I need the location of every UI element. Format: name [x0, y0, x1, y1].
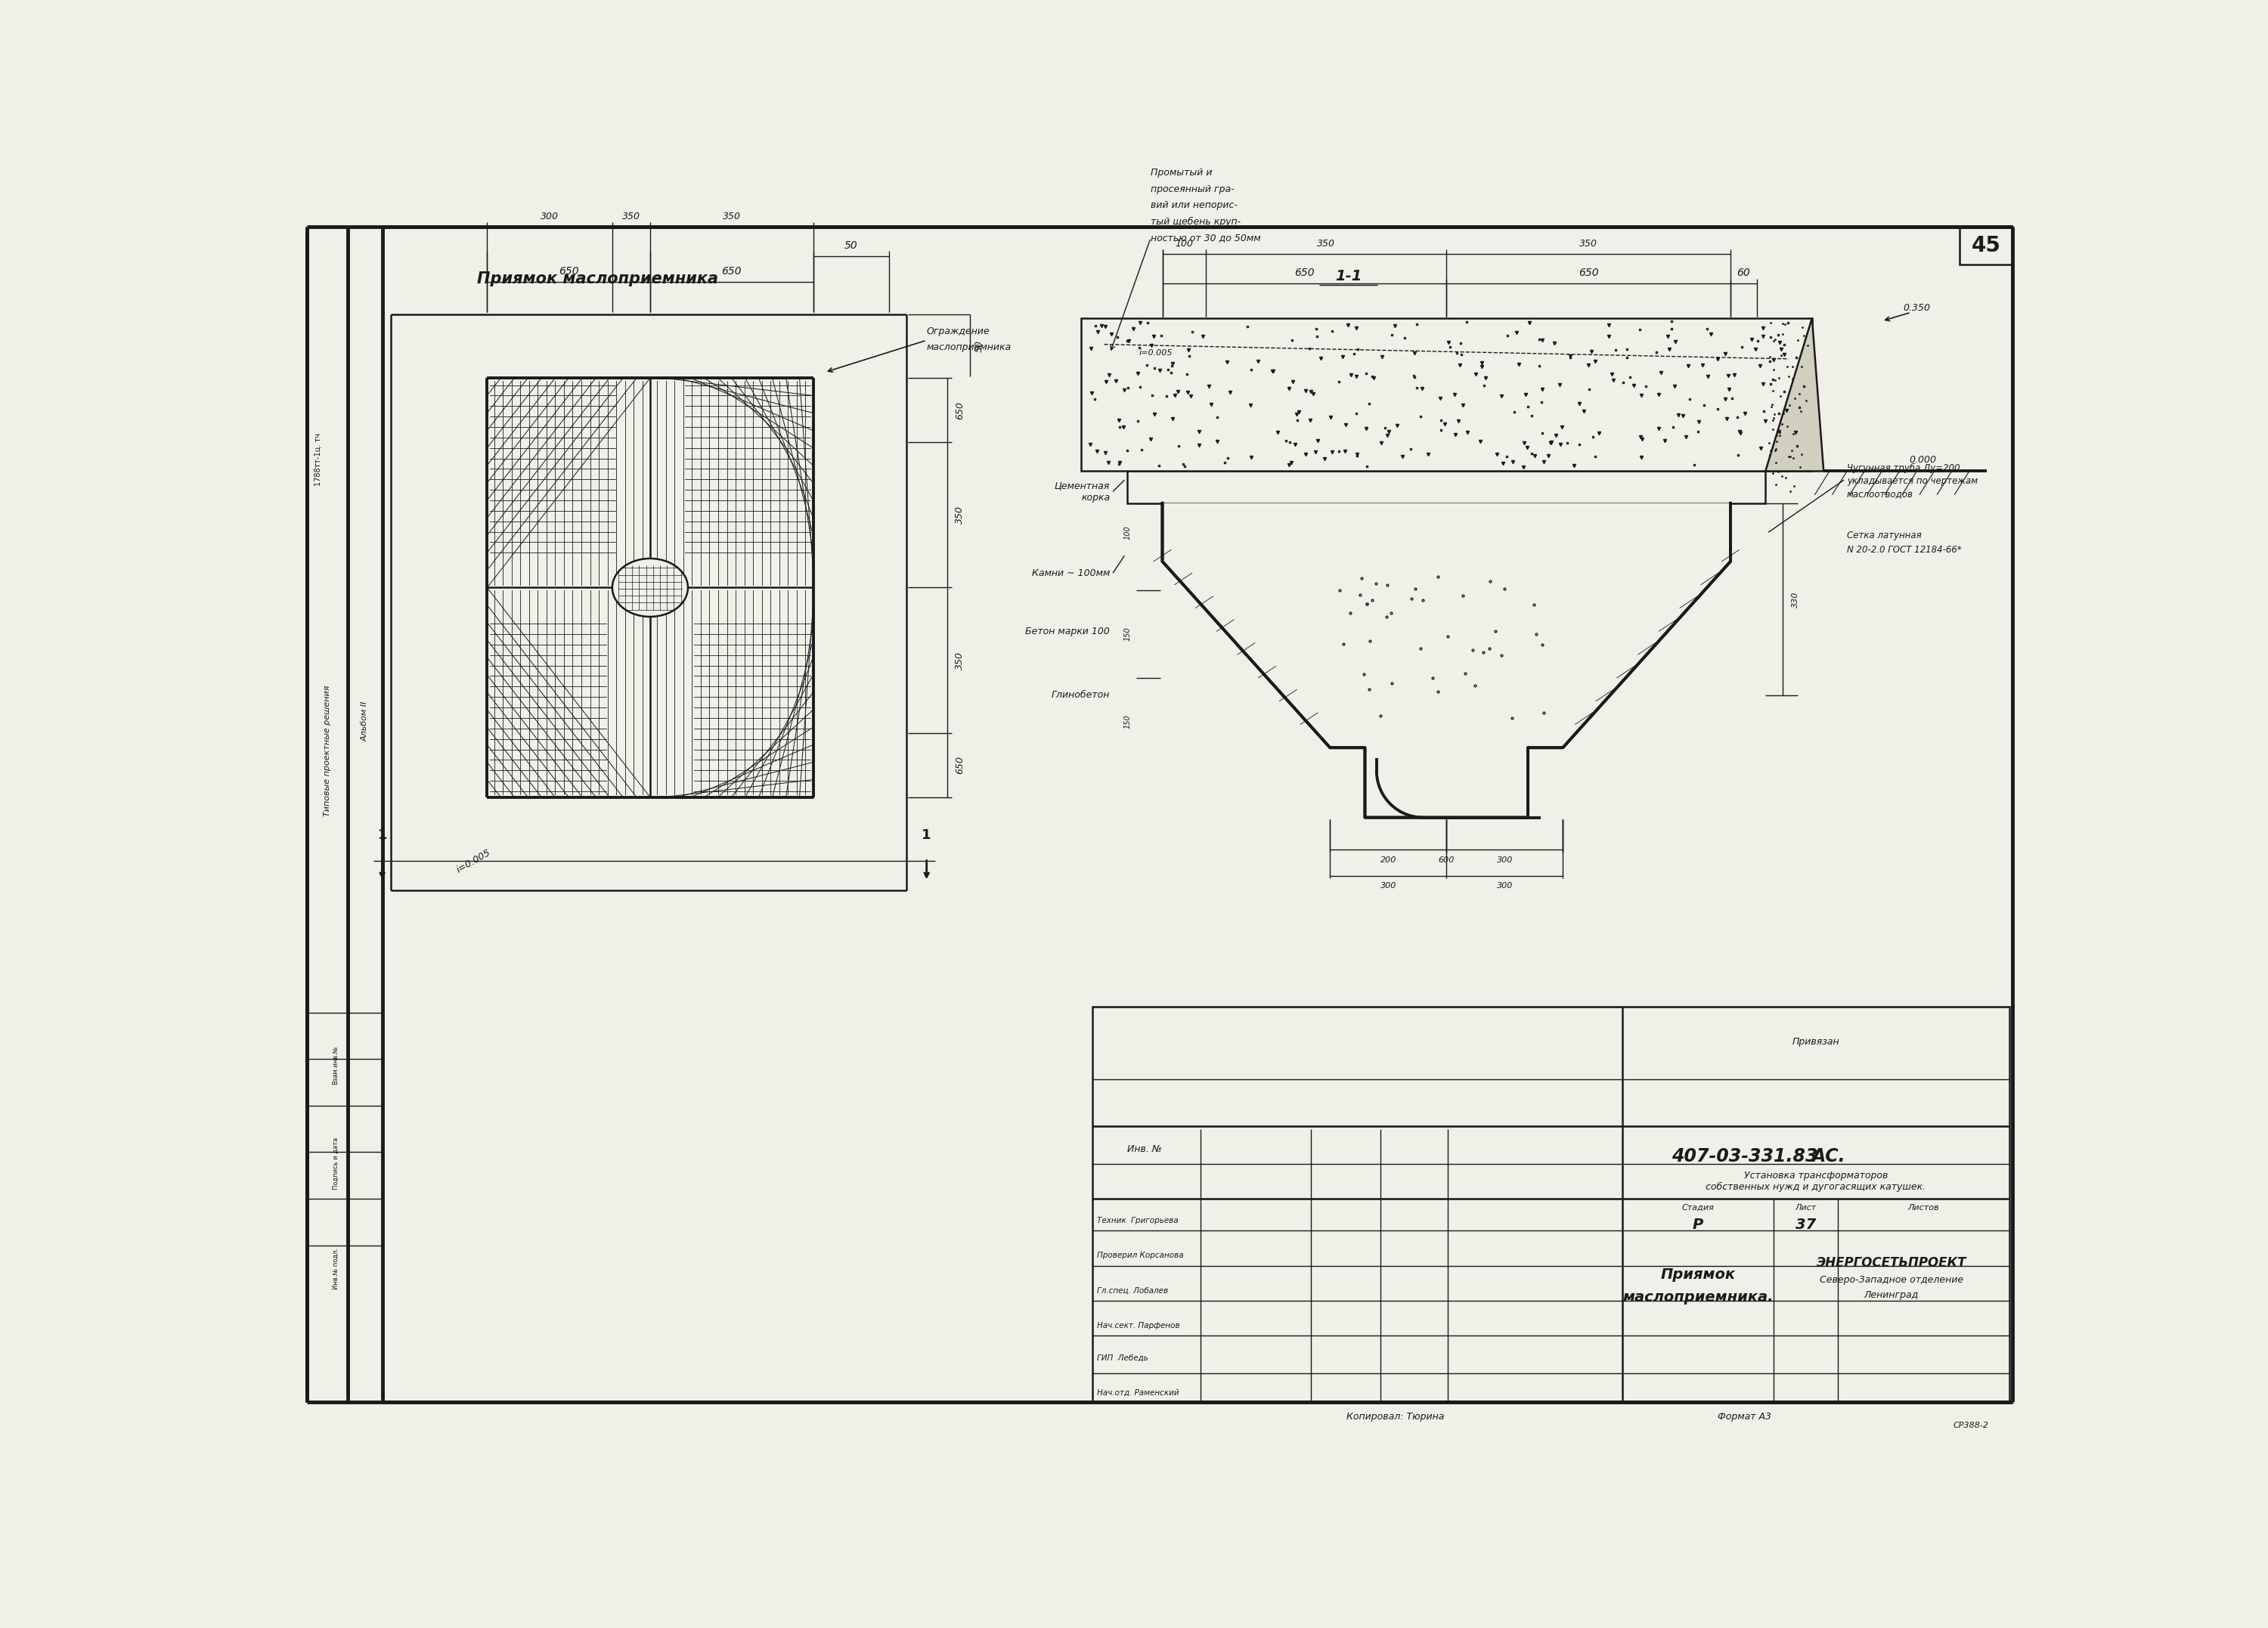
Text: 60: 60 — [1737, 267, 1751, 278]
Text: 330: 330 — [1792, 591, 1799, 607]
Text: 45: 45 — [1971, 234, 2000, 256]
Bar — [1082, 317, 1812, 470]
Text: N 20-2.0 ГОСТ 12184-66*: N 20-2.0 ГОСТ 12184-66* — [1846, 545, 1962, 555]
Text: ЭНЕРГОСЕТЬПРОЕКТ: ЭНЕРГОСЕТЬПРОЕКТ — [1817, 1255, 1966, 1270]
Text: 300: 300 — [1381, 882, 1397, 891]
Text: Нач.отд. Раменский: Нач.отд. Раменский — [1098, 1389, 1179, 1397]
Text: Установка трансформаторов: Установка трансформаторов — [1744, 1171, 1887, 1180]
Text: Глинобетон: Глинобетон — [1052, 690, 1109, 700]
Text: 650: 650 — [955, 400, 964, 418]
Text: Альбом II: Альбом II — [361, 702, 370, 742]
Polygon shape — [1161, 503, 1730, 817]
Text: Цементная: Цементная — [1055, 480, 1109, 490]
Text: 350: 350 — [1579, 239, 1597, 249]
Text: Р: Р — [1692, 1218, 1703, 1232]
Ellipse shape — [612, 558, 687, 617]
Text: 650: 650 — [1579, 267, 1599, 278]
Text: Нач.сект. Парфенов: Нач.сект. Парфенов — [1098, 1322, 1179, 1330]
Text: Сетка латунная: Сетка латунная — [1846, 531, 1921, 540]
Text: 100: 100 — [1175, 239, 1193, 249]
Text: СР388-2: СР388-2 — [1953, 1421, 1989, 1429]
Text: Ленинград: Ленинград — [1864, 1289, 1919, 1299]
Bar — [1093, 1006, 2009, 1402]
Text: 1: 1 — [376, 829, 388, 842]
Text: укладывается по чертежам: укладывается по чертежам — [1846, 477, 1978, 487]
Text: маслоприемника.: маслоприемника. — [1622, 1291, 1774, 1304]
Text: 650: 650 — [1295, 267, 1315, 278]
Polygon shape — [1765, 317, 1823, 470]
Text: 650: 650 — [558, 267, 578, 277]
Text: Копировал: Тюрина: Копировал: Тюрина — [1347, 1411, 1445, 1421]
Text: 350: 350 — [621, 212, 640, 221]
Text: корка: корка — [1082, 493, 1109, 503]
Text: 1-1: 1-1 — [1336, 269, 1363, 283]
Text: 350: 350 — [723, 212, 742, 221]
Text: Инв.№ подл.: Инв.№ подл. — [333, 1247, 340, 1289]
Text: просеянный гра-: просеянный гра- — [1150, 184, 1234, 194]
Text: 1: 1 — [921, 829, 932, 842]
Text: 37: 37 — [1796, 1218, 1817, 1232]
Text: 650: 650 — [721, 267, 742, 277]
Text: 350: 350 — [955, 651, 964, 669]
Text: Взам.инв.№: Взам.инв.№ — [333, 1045, 340, 1084]
Text: 407-03-331.83: 407-03-331.83 — [1672, 1148, 1817, 1166]
Text: Приямок: Приямок — [1660, 1267, 1735, 1281]
Text: Листов: Листов — [1907, 1203, 1939, 1211]
Text: маслоотводов: маслоотводов — [1846, 488, 1914, 498]
Text: 350: 350 — [955, 506, 964, 524]
Text: 0.350: 0.350 — [1903, 303, 1930, 313]
Bar — [1127, 470, 1765, 503]
Text: ностью от 30 до 50мм: ностью от 30 до 50мм — [1150, 233, 1261, 243]
Text: Привязан: Привязан — [1792, 1037, 1839, 1047]
Bar — [1960, 226, 2012, 265]
Text: 150: 150 — [1123, 627, 1132, 641]
Text: 50: 50 — [844, 239, 857, 251]
Text: собственных нужд и дугогасящих катушек.: собственных нужд и дугогасящих катушек. — [1706, 1182, 1926, 1192]
Text: Чугунная труба Ду=200: Чугунная труба Ду=200 — [1846, 464, 1960, 474]
Text: тый щебень круп-: тый щебень круп- — [1150, 217, 1241, 226]
Text: Бетон марки 100: Бетон марки 100 — [1025, 627, 1109, 637]
Text: вий или непорис-: вий или непорис- — [1150, 200, 1238, 210]
Text: Приямок маслоприемника: Приямок маслоприемника — [476, 272, 719, 287]
Text: 50: 50 — [973, 340, 984, 352]
Text: Техник  Григорьева: Техник Григорьева — [1098, 1218, 1179, 1224]
Text: ГИП  Лебедь: ГИП Лебедь — [1098, 1354, 1148, 1361]
Text: Проверил Корсанова: Проверил Корсанова — [1098, 1252, 1184, 1260]
Text: i=0.005: i=0.005 — [1139, 350, 1173, 357]
Text: Северо-Западное отделение: Северо-Западное отделение — [1819, 1275, 1964, 1284]
Text: 300: 300 — [540, 212, 558, 221]
Text: маслоприемника: маслоприемника — [928, 342, 1012, 352]
Text: 600: 600 — [1438, 856, 1454, 864]
Text: АС.: АС. — [1812, 1148, 1846, 1166]
Text: 0.000: 0.000 — [1910, 454, 1937, 464]
Text: Ограждение: Ограждение — [928, 327, 989, 337]
Text: 350: 350 — [1318, 239, 1336, 249]
Text: Формат А3: Формат А3 — [1717, 1411, 1771, 1421]
Text: i=0.005: i=0.005 — [456, 848, 492, 874]
Text: Типовые проектные решения: Типовые проектные решения — [324, 685, 331, 816]
Text: Гл.спец. Лобалев: Гл.спец. Лобалев — [1098, 1286, 1168, 1294]
Text: 650: 650 — [955, 755, 964, 775]
Text: Камни ~ 100мм: Камни ~ 100мм — [1032, 568, 1109, 578]
Text: Подпись и дата: Подпись и дата — [333, 1138, 340, 1190]
Text: 300: 300 — [1497, 856, 1513, 864]
Text: Лист: Лист — [1794, 1203, 1817, 1211]
Text: Промытый и: Промытый и — [1150, 168, 1213, 177]
Text: 150: 150 — [1123, 715, 1132, 729]
Text: 300: 300 — [1497, 882, 1513, 891]
Text: Стадия: Стадия — [1681, 1203, 1715, 1211]
Text: 1788тт-1ц. тч: 1788тт-1ц. тч — [315, 433, 322, 487]
Text: Инв. №: Инв. № — [1127, 1144, 1161, 1154]
Text: 100: 100 — [1123, 526, 1132, 539]
Text: 200: 200 — [1381, 856, 1397, 864]
